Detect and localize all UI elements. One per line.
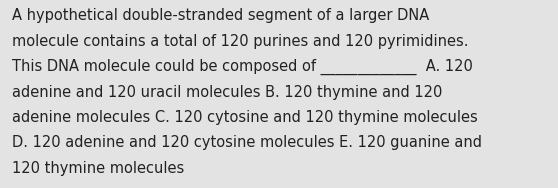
Text: A hypothetical double-stranded segment of a larger DNA: A hypothetical double-stranded segment o… <box>12 8 430 24</box>
Text: 120 thymine molecules: 120 thymine molecules <box>12 161 185 176</box>
Text: D. 120 adenine and 120 cytosine molecules E. 120 guanine and: D. 120 adenine and 120 cytosine molecule… <box>12 135 482 150</box>
Text: adenine and 120 uracil molecules B. 120 thymine and 120: adenine and 120 uracil molecules B. 120 … <box>12 85 442 100</box>
Text: This DNA molecule could be composed of _____________  A. 120: This DNA molecule could be composed of _… <box>12 59 473 75</box>
Text: adenine molecules C. 120 cytosine and 120 thymine molecules: adenine molecules C. 120 cytosine and 12… <box>12 110 478 125</box>
Text: molecule contains a total of 120 purines and 120 pyrimidines.: molecule contains a total of 120 purines… <box>12 34 469 49</box>
